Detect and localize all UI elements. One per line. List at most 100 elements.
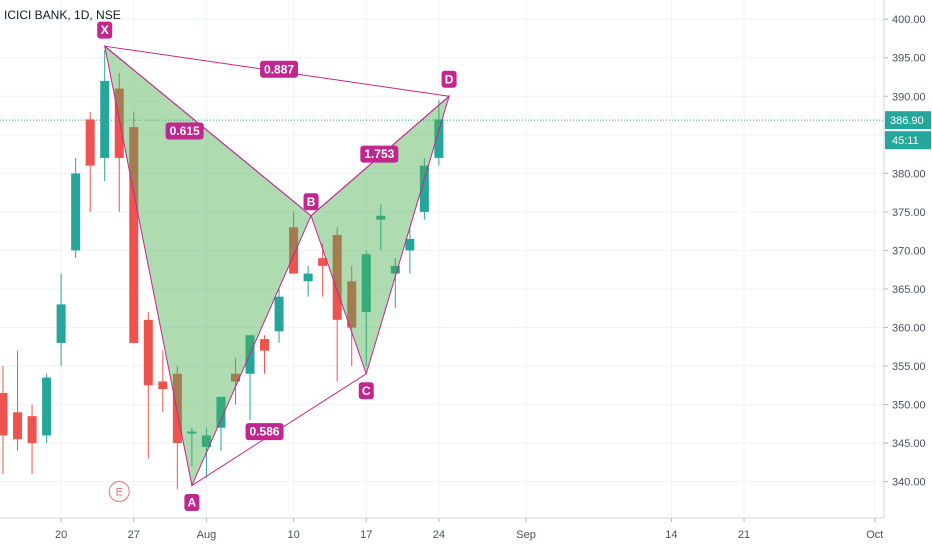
candles xyxy=(0,50,444,490)
price-tick-label: 350.00 xyxy=(892,400,926,412)
candle-body xyxy=(361,254,371,313)
candle xyxy=(289,211,299,274)
price-tick-label: 365.00 xyxy=(892,284,926,296)
ratio-label[interactable]: 0.887 xyxy=(260,60,299,78)
candle xyxy=(230,358,240,405)
ratio-label-bg xyxy=(360,145,399,163)
point-label-d-text: D xyxy=(445,72,454,86)
candle-body xyxy=(274,296,284,332)
candle-body xyxy=(129,127,139,343)
ratio-label-text: 1.753 xyxy=(364,147,394,161)
last-price-badge-bg xyxy=(885,111,931,130)
candle xyxy=(143,312,153,459)
candle xyxy=(0,366,8,474)
point-label-x[interactable]: X xyxy=(97,21,113,39)
event-marker[interactable]: E xyxy=(108,481,130,503)
ratio-label-bg xyxy=(165,122,204,140)
candle xyxy=(187,427,197,467)
pattern-line-xb xyxy=(104,45,312,217)
price-tick-label: 360.00 xyxy=(892,323,926,335)
candle-body xyxy=(318,258,328,266)
ratio-label-bg xyxy=(260,60,299,78)
time-tick-label: 21 xyxy=(738,529,750,541)
point-label-b-bg xyxy=(303,193,319,211)
candle xyxy=(27,404,37,474)
point-label-c-text: C xyxy=(362,384,371,398)
price-tick-label: 375.00 xyxy=(892,207,926,219)
candle xyxy=(129,111,139,343)
point-label-a[interactable]: A xyxy=(184,494,200,512)
ratio-label-bg xyxy=(245,423,284,441)
candle xyxy=(390,258,400,309)
candle xyxy=(114,73,124,212)
candle xyxy=(347,265,357,367)
time-tick-label: Aug xyxy=(197,529,217,541)
point-label-b[interactable]: B xyxy=(303,193,319,211)
point-label-d[interactable]: D xyxy=(441,70,457,88)
price-axis[interactable]: 340.00 345.00 350.00 355.00 360.00 365.00 370.… xyxy=(883,0,931,518)
point-label-a-text: A xyxy=(188,496,197,510)
countdown-value: 45:11 xyxy=(892,135,919,147)
candle xyxy=(376,204,386,251)
candle-body xyxy=(172,373,182,444)
point-label-d-bg xyxy=(441,70,457,88)
candle xyxy=(42,373,52,444)
candle xyxy=(158,350,168,413)
time-tick-label: 17 xyxy=(360,529,372,541)
last-price-badge[interactable]: 386.90 45:11 xyxy=(885,111,931,150)
point-label-x-text: X xyxy=(101,23,109,37)
candle xyxy=(85,111,95,212)
time-tick-label: 24 xyxy=(433,529,445,541)
candle xyxy=(71,157,81,259)
candle-body xyxy=(405,238,415,251)
candle-body xyxy=(187,431,197,434)
point-label-c[interactable]: C xyxy=(358,382,374,400)
candle xyxy=(172,366,182,490)
candle-body xyxy=(143,319,153,386)
time-axis[interactable]: 20 27 Aug 10 17 24 Sep 14 21 Oct xyxy=(0,517,884,541)
price-tick-label: 340.00 xyxy=(892,477,926,489)
candle-body xyxy=(419,165,429,212)
ratio-label[interactable]: 0.586 xyxy=(245,423,284,441)
harmonic-pattern[interactable]: X A B C D 0.615 0.887 1.753 0.586 E xyxy=(97,21,457,512)
candle xyxy=(13,350,23,451)
price-tick-label: 400.00 xyxy=(892,14,926,26)
candle-body xyxy=(0,393,8,436)
candle-body xyxy=(42,377,52,436)
candle-body xyxy=(158,381,168,390)
candle xyxy=(216,396,226,451)
countdown-badge-bg xyxy=(885,131,931,150)
price-tick-label: 395.00 xyxy=(892,53,926,65)
point-label-b-text: B xyxy=(307,195,316,209)
price-tick-label: 380.00 xyxy=(892,168,926,180)
event-marker-label: E xyxy=(116,487,123,499)
time-tick-label: 10 xyxy=(287,529,299,541)
candle xyxy=(419,157,429,220)
ratio-label[interactable]: 0.615 xyxy=(165,122,204,140)
point-label-a-bg xyxy=(184,494,200,512)
candle-body xyxy=(201,435,211,447)
candle xyxy=(361,250,371,367)
ratio-label[interactable]: 1.753 xyxy=(360,145,399,163)
candle-body xyxy=(100,80,110,158)
candle-body xyxy=(390,265,400,274)
candle-body xyxy=(13,412,23,440)
candle-body xyxy=(230,373,240,382)
candle-body xyxy=(347,281,357,328)
price-tick-label: 390.00 xyxy=(892,91,926,103)
candle xyxy=(56,273,66,367)
candle-body xyxy=(260,339,270,351)
time-tick-label: Oct xyxy=(866,529,883,541)
candle xyxy=(405,227,415,274)
event-marker-circle xyxy=(108,481,130,503)
candle-body xyxy=(303,273,313,282)
candle-body xyxy=(85,119,95,166)
candle-body xyxy=(289,227,299,274)
candle-body xyxy=(216,396,226,428)
candle-body xyxy=(27,416,37,444)
candle xyxy=(303,265,313,297)
candle xyxy=(260,335,270,374)
candle xyxy=(318,242,328,297)
candle xyxy=(100,50,110,182)
